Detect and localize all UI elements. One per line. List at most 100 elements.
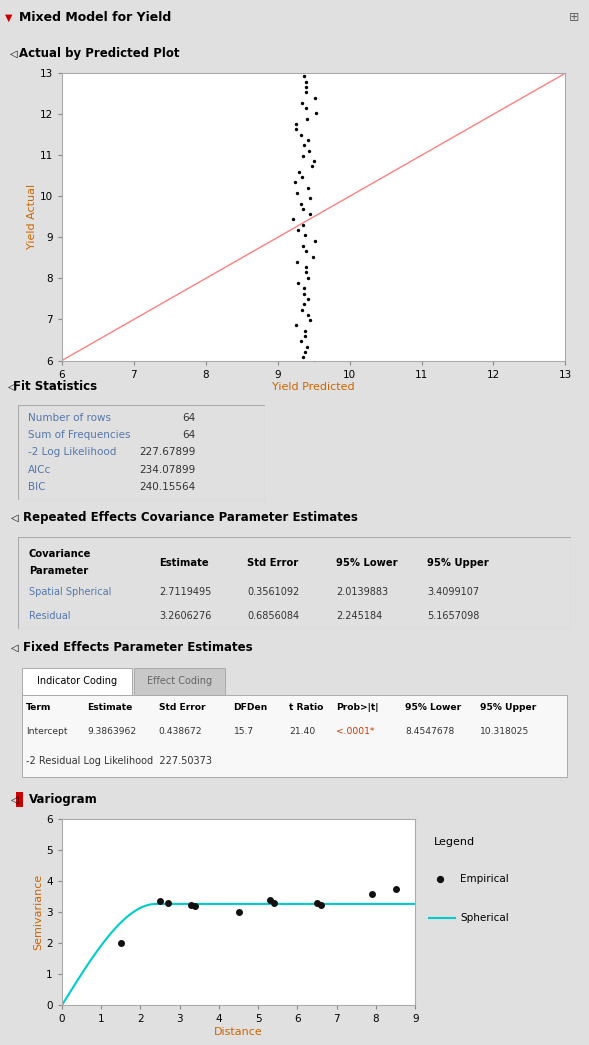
Point bbox=[302, 73, 311, 90]
Point bbox=[299, 147, 308, 164]
Text: 234.07899: 234.07899 bbox=[140, 465, 196, 474]
Text: 227.67899: 227.67899 bbox=[140, 447, 196, 458]
Point bbox=[368, 885, 377, 902]
Text: Fit Statistics: Fit Statistics bbox=[13, 380, 97, 393]
Text: 240.15564: 240.15564 bbox=[140, 483, 196, 492]
Text: Variogram: Variogram bbox=[29, 793, 98, 806]
Text: Prob>|t|: Prob>|t| bbox=[336, 703, 379, 713]
X-axis label: Distance: Distance bbox=[214, 1027, 263, 1037]
Point bbox=[306, 190, 315, 207]
Text: -2 Log Likelihood: -2 Log Likelihood bbox=[28, 447, 116, 458]
Text: AICc: AICc bbox=[28, 465, 51, 474]
Point bbox=[296, 195, 306, 212]
Point bbox=[307, 158, 317, 175]
Bar bbox=[22, 668, 132, 695]
Point bbox=[234, 904, 243, 921]
Point bbox=[296, 333, 306, 350]
Text: -2 Residual Log Likelihood  227.50373: -2 Residual Log Likelihood 227.50373 bbox=[26, 756, 212, 766]
Point bbox=[300, 344, 310, 361]
Point bbox=[290, 175, 299, 191]
X-axis label: Yield Predicted: Yield Predicted bbox=[272, 382, 355, 392]
Point bbox=[265, 891, 274, 908]
Text: Repeated Effects Covariance Parameter Estimates: Repeated Effects Covariance Parameter Es… bbox=[23, 511, 358, 524]
Text: Effect Coding: Effect Coding bbox=[147, 676, 212, 687]
Text: 95% Lower: 95% Lower bbox=[405, 703, 461, 713]
Point bbox=[292, 317, 301, 333]
Text: Std Error: Std Error bbox=[159, 703, 206, 713]
Text: 95% Upper: 95% Upper bbox=[480, 703, 536, 713]
Point bbox=[300, 227, 309, 243]
Text: Actual by Predicted Plot: Actual by Predicted Plot bbox=[19, 47, 180, 60]
Text: Std Error: Std Error bbox=[247, 558, 299, 567]
Point bbox=[302, 111, 312, 127]
Point bbox=[293, 254, 302, 271]
Point bbox=[293, 222, 302, 238]
Point bbox=[292, 121, 301, 138]
Point bbox=[297, 168, 306, 185]
Y-axis label: Yield Actual: Yield Actual bbox=[27, 184, 37, 250]
Text: Intercept: Intercept bbox=[26, 727, 68, 736]
Text: 2.245184: 2.245184 bbox=[336, 611, 382, 621]
Point bbox=[312, 106, 321, 122]
Point bbox=[310, 89, 319, 106]
Text: <.0001*: <.0001* bbox=[336, 727, 375, 736]
Text: Estimate: Estimate bbox=[87, 703, 133, 713]
Point bbox=[300, 328, 310, 345]
Text: 2.0139883: 2.0139883 bbox=[336, 587, 388, 598]
Text: 8.4547678: 8.4547678 bbox=[405, 727, 455, 736]
Bar bbox=[16, 792, 23, 807]
Text: 15.7: 15.7 bbox=[234, 727, 254, 736]
Point bbox=[187, 897, 196, 913]
Bar bbox=[134, 668, 225, 695]
Point bbox=[306, 206, 315, 223]
Bar bbox=[22, 695, 567, 777]
Point bbox=[435, 870, 445, 887]
Text: 95% Upper: 95% Upper bbox=[428, 558, 489, 567]
Point bbox=[303, 270, 313, 286]
Point bbox=[294, 163, 304, 180]
Text: 0.3561092: 0.3561092 bbox=[247, 587, 300, 598]
Point bbox=[297, 94, 307, 111]
Point bbox=[306, 311, 315, 328]
Text: DFDen: DFDen bbox=[234, 703, 268, 713]
Point bbox=[299, 237, 308, 254]
Point bbox=[302, 259, 311, 276]
Text: Indicator Coding: Indicator Coding bbox=[37, 676, 117, 687]
Text: Estimate: Estimate bbox=[159, 558, 209, 567]
Text: Mixed Model for Yield: Mixed Model for Yield bbox=[19, 11, 171, 24]
Point bbox=[391, 881, 401, 898]
Text: ◁: ◁ bbox=[11, 794, 18, 805]
Point bbox=[301, 242, 310, 259]
Text: 10.318025: 10.318025 bbox=[480, 727, 530, 736]
Text: ◁: ◁ bbox=[11, 512, 18, 522]
Text: 21.40: 21.40 bbox=[289, 727, 315, 736]
Point bbox=[303, 132, 313, 148]
Point bbox=[303, 180, 312, 196]
Point bbox=[303, 306, 313, 323]
Text: 9.3863962: 9.3863962 bbox=[87, 727, 136, 736]
Point bbox=[301, 264, 310, 281]
Point bbox=[116, 935, 125, 952]
Text: t Ratio: t Ratio bbox=[289, 703, 323, 713]
Point bbox=[302, 339, 312, 355]
Point bbox=[299, 296, 309, 312]
Point bbox=[298, 216, 307, 233]
Point bbox=[155, 893, 165, 910]
Text: Term: Term bbox=[26, 703, 51, 713]
Point bbox=[303, 291, 312, 307]
Point bbox=[305, 142, 314, 159]
Text: 64: 64 bbox=[183, 413, 196, 422]
Point bbox=[302, 100, 311, 117]
Point bbox=[191, 898, 200, 914]
Point bbox=[291, 116, 300, 133]
Text: ⊞: ⊞ bbox=[568, 11, 579, 24]
Point bbox=[301, 78, 310, 95]
Text: Fixed Effects Parameter Estimates: Fixed Effects Parameter Estimates bbox=[23, 642, 253, 654]
Point bbox=[299, 63, 308, 79]
Point bbox=[312, 895, 322, 911]
Point bbox=[299, 285, 309, 302]
Text: 0.438672: 0.438672 bbox=[159, 727, 203, 736]
Point bbox=[299, 280, 309, 297]
Text: ◁: ◁ bbox=[11, 643, 18, 653]
Text: Covariance: Covariance bbox=[29, 549, 91, 559]
